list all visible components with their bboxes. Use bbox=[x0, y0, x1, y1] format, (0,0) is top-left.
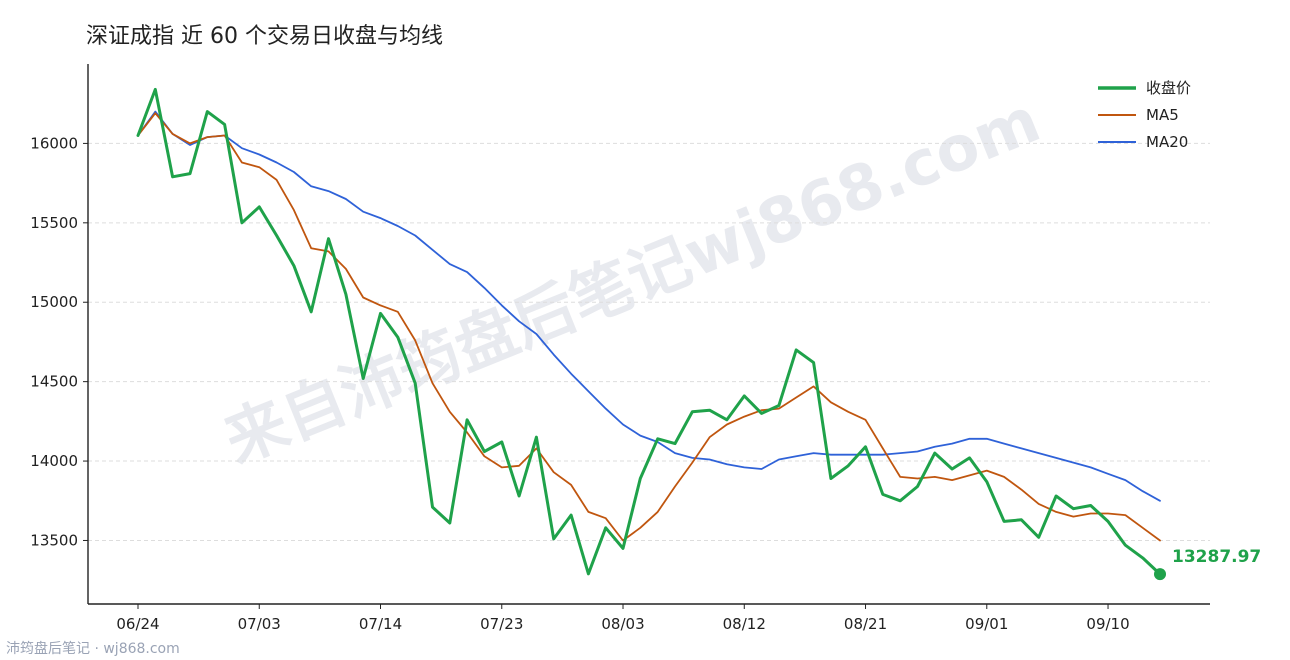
y-tick-label: 16000 bbox=[30, 134, 78, 152]
x-tick-label: 08/21 bbox=[844, 615, 887, 633]
series-line-ma5 bbox=[137, 112, 1161, 542]
legend-label: MA20 bbox=[1146, 133, 1188, 151]
y-tick-label: 14500 bbox=[30, 373, 78, 391]
series-line-close bbox=[136, 87, 1162, 576]
x-tick-label: 07/03 bbox=[238, 615, 281, 633]
x-tick-label: 08/12 bbox=[723, 615, 766, 633]
x-tick-label: 09/01 bbox=[965, 615, 1008, 633]
x-tick-label: 07/14 bbox=[359, 615, 402, 633]
x-tick-label: 08/03 bbox=[601, 615, 644, 633]
x-tick-label: 09/10 bbox=[1086, 615, 1129, 633]
watermark-text: 来自沛筠盘后笔记wj868.com bbox=[214, 83, 1049, 477]
watermark-layer: 来自沛筠盘后笔记wj868.com bbox=[214, 83, 1049, 477]
legend-label: 收盘价 bbox=[1146, 79, 1191, 97]
last-close-label: 13287.97 bbox=[1172, 547, 1261, 567]
y-tick-label: 14000 bbox=[30, 452, 78, 470]
chart-title: 深证成指 近 60 个交易日收盘与均线 bbox=[86, 24, 443, 49]
legend-label: MA5 bbox=[1146, 106, 1179, 124]
grid-layer bbox=[88, 142, 1210, 541]
y-tick-label: 15000 bbox=[30, 293, 78, 311]
x-tick-label: 06/24 bbox=[116, 615, 159, 633]
y-tick-label: 15500 bbox=[30, 214, 78, 232]
series-layer: 13287.97 bbox=[136, 87, 1261, 581]
last-close-point bbox=[1154, 568, 1166, 581]
legend: 收盘价 MA5 MA20 bbox=[1098, 79, 1191, 151]
x-tick-label: 07/23 bbox=[480, 615, 523, 633]
y-tick-label: 13500 bbox=[30, 531, 78, 549]
footer-credit: 沛筠盘后笔记 · wj868.com bbox=[6, 641, 180, 657]
axis-layer: 13500 14000 14500 15000 15500 16000 06/24 07/03… bbox=[30, 64, 1210, 633]
series-line-ma20 bbox=[137, 110, 1161, 502]
